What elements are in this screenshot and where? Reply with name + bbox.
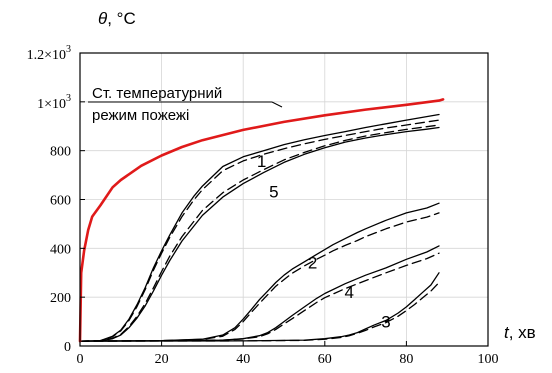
series-line-2 <box>79 212 440 342</box>
y-tick-label: 0 <box>64 340 71 355</box>
legend-line-1: Ст. температурний <box>92 85 222 102</box>
curve-labels: 15 2 4 3 <box>257 152 391 331</box>
y-tick-label: 1×103 <box>37 93 71 112</box>
x-tick-label: 40 <box>236 352 250 367</box>
legend-leader <box>271 101 283 108</box>
x-tick-label: 60 <box>318 352 332 367</box>
series-line-4 <box>79 252 440 342</box>
series-line-3 <box>79 272 440 342</box>
x-tick-label: 0 <box>77 352 84 367</box>
series-line-2 <box>79 202 440 342</box>
series-line-ст-температурний-режим-пожежі <box>78 98 445 343</box>
y-axis-unit: , °C <box>107 9 136 28</box>
x-axis-ticks: 0 20 40 60 80 100 <box>77 341 499 367</box>
x-axis-var: t <box>504 323 510 342</box>
x-tick-label: 100 <box>478 352 499 367</box>
curve-label: 1 <box>257 152 266 171</box>
x-axis-title: t, хв <box>504 323 536 342</box>
y-axis-title: θ, °C <box>98 9 136 28</box>
y-axis-var: θ <box>98 9 108 28</box>
x-tick-label: 20 <box>155 352 169 367</box>
curve-label: 4 <box>345 283 354 302</box>
legend-line-2: режим пожежі <box>92 107 189 124</box>
y-tick-label: 1.2×103 <box>27 44 71 63</box>
y-tick-label: 600 <box>50 194 71 209</box>
series-layer <box>78 98 445 343</box>
series-line-5 <box>79 126 440 342</box>
curve-label: 5 <box>269 182 278 201</box>
curve-label: 2 <box>308 253 317 272</box>
y-axis-ticks: 0 200 400 600 800 1×103 1.2×103 <box>27 44 85 355</box>
legend: Ст. температурний режим пожежі <box>88 85 283 124</box>
x-axis-unit: , хв <box>509 323 536 342</box>
curve-label: 3 <box>381 312 390 331</box>
y-tick-label: 800 <box>50 145 71 160</box>
series-line-1 <box>79 113 440 342</box>
y-tick-label: 400 <box>50 242 71 257</box>
series-line-1 <box>79 119 440 342</box>
series-line-5 <box>79 124 440 342</box>
x-tick-label: 80 <box>399 352 413 367</box>
y-tick-label: 200 <box>50 291 71 306</box>
